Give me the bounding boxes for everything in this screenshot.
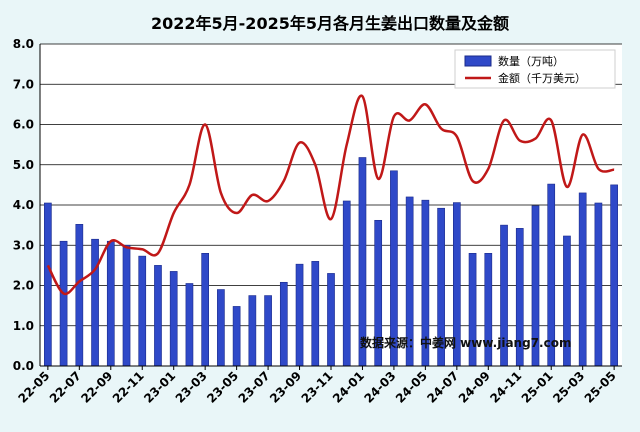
- y-tick-label: 3.0: [13, 238, 34, 252]
- bar-23-03: [201, 253, 210, 367]
- bar-23-12: [342, 200, 351, 367]
- legend-bar-swatch: [464, 55, 492, 67]
- bar-22-06: [59, 240, 68, 367]
- x-tick-label: 22-07: [47, 369, 84, 406]
- x-tick-label: 22-11: [110, 369, 147, 406]
- x-tick-label: 23-05: [204, 369, 241, 406]
- x-tick-label: 22-09: [78, 369, 115, 406]
- bar-22-12: [154, 265, 162, 367]
- bar-22-08: [91, 238, 99, 367]
- y-tick-label: 1.0: [13, 319, 34, 333]
- y-tick-label: 6.0: [13, 118, 34, 132]
- x-tick-label: 25-05: [582, 369, 619, 406]
- bar-22-10: [122, 244, 131, 367]
- x-tick-label: 24-11: [487, 369, 524, 406]
- x-tick-label: 24-05: [393, 369, 430, 406]
- y-tick-label: 5.0: [13, 158, 34, 172]
- bar-25-04: [594, 202, 603, 367]
- bar-23-02: [185, 283, 194, 367]
- bar-23-08: [279, 281, 288, 367]
- bar-22-05: [44, 202, 52, 367]
- x-tick-label: 23-07: [236, 369, 273, 406]
- x-tick-label: 24-03: [361, 369, 398, 406]
- x-tick-label: 25-03: [550, 369, 587, 406]
- x-tick-label: 24-07: [424, 369, 461, 406]
- x-tick-label: 22-05: [15, 369, 52, 406]
- legend-quantity-label: 数量（万吨）: [498, 55, 564, 68]
- bar-23-04: [217, 289, 225, 367]
- y-tick-label: 8.0: [13, 37, 34, 51]
- bar-22-09: [106, 240, 115, 367]
- legend: 数量（万吨） 金额（千万美元）: [454, 49, 616, 89]
- bar-23-11: [327, 273, 335, 367]
- y-tick-label: 4.0: [13, 198, 34, 212]
- bar-23-01: [169, 271, 178, 367]
- legend-amount-label: 金额（千万美元）: [498, 71, 586, 85]
- bar-24-01: [358, 157, 367, 367]
- bar-25-05: [610, 184, 618, 367]
- x-tick-label: 23-01: [141, 369, 178, 406]
- bar-23-09: [295, 263, 304, 367]
- bar-25-03: [578, 192, 587, 367]
- x-tick-label: 25-01: [519, 369, 556, 406]
- y-tick-label: 0.0: [13, 359, 34, 373]
- x-tick-label: 24-09: [456, 369, 493, 406]
- x-tick-label: 23-03: [173, 369, 210, 406]
- bar-23-06: [248, 295, 257, 367]
- bar-23-10: [311, 261, 320, 367]
- line-layer: [46, 94, 615, 296]
- y-tick-label: 2.0: [13, 279, 34, 293]
- x-tick-label: 23-11: [299, 369, 336, 406]
- bar-22-11: [138, 255, 147, 367]
- x-tick-label: 23-09: [267, 369, 304, 406]
- amount-line: [46, 94, 615, 296]
- chart-title: 2022年5月-2025年5月各月生姜出口数量及金额: [151, 14, 509, 33]
- x-tick-label: 24-01: [330, 369, 367, 406]
- bar-23-07: [264, 295, 272, 367]
- data-source-annotation: 数据来源：中姜网 www.jiang7.com: [360, 335, 571, 350]
- bar-23-05: [232, 306, 241, 367]
- bar-layer: [44, 157, 618, 367]
- bar-22-07: [75, 224, 84, 367]
- y-tick-label: 7.0: [13, 77, 34, 91]
